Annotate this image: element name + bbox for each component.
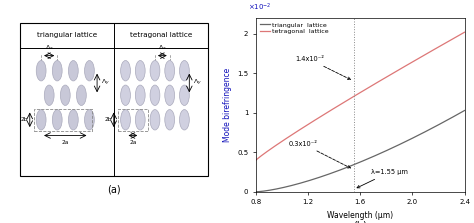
Text: 2b: 2b: [104, 117, 111, 122]
Ellipse shape: [84, 109, 94, 130]
Text: $\times10^{-2}$: $\times10^{-2}$: [247, 1, 271, 13]
Ellipse shape: [150, 85, 160, 105]
Ellipse shape: [52, 109, 62, 130]
Ellipse shape: [68, 109, 78, 130]
tetragonal  lattice: [384, 75, 390, 78]
triangular  lattice: [321, 174, 327, 177]
Ellipse shape: [120, 85, 130, 105]
Ellipse shape: [76, 85, 86, 105]
Text: 2a: 2a: [62, 140, 69, 145]
Text: λ=1.55 μm: λ=1.55 μm: [357, 169, 408, 188]
Ellipse shape: [180, 60, 189, 81]
Text: (a): (a): [107, 184, 120, 194]
Text: $\Lambda_x$: $\Lambda_x$: [158, 43, 167, 52]
Text: (b): (b): [353, 220, 367, 223]
Bar: [19, 23, 208, 176]
Text: 2b: 2b: [20, 117, 27, 122]
Text: $\Lambda_x$: $\Lambda_x$: [45, 43, 54, 52]
tetragonal  lattice: [278, 140, 284, 143]
Bar: [118, 109, 147, 131]
tetragonal  lattice: [462, 31, 467, 34]
Text: triangular lattice: triangular lattice: [36, 32, 97, 38]
tetragonal  lattice: [404, 64, 410, 67]
triangular  lattice: [405, 139, 410, 142]
Ellipse shape: [180, 85, 189, 105]
triangular  lattice: [336, 169, 341, 172]
Ellipse shape: [60, 85, 70, 105]
triangular  lattice: [462, 109, 467, 112]
Text: tetragonal lattice: tetragonal lattice: [130, 32, 192, 38]
Ellipse shape: [136, 109, 145, 130]
tetragonal  lattice: [253, 159, 259, 161]
tetragonal  lattice: [321, 113, 327, 116]
Ellipse shape: [165, 109, 174, 130]
Text: 1.4x10⁻²: 1.4x10⁻²: [295, 56, 350, 79]
tetragonal  lattice: [336, 104, 341, 107]
Ellipse shape: [120, 60, 130, 81]
Ellipse shape: [44, 85, 54, 105]
triangular  lattice: [384, 149, 390, 152]
Ellipse shape: [165, 60, 174, 81]
Ellipse shape: [180, 109, 189, 130]
Ellipse shape: [165, 85, 174, 105]
Legend: triangular  lattice, tetragonal  lattice: triangular lattice, tetragonal lattice: [259, 21, 330, 35]
Ellipse shape: [68, 60, 78, 81]
Ellipse shape: [136, 85, 145, 105]
triangular  lattice: [278, 187, 284, 189]
Ellipse shape: [150, 109, 160, 130]
Ellipse shape: [150, 60, 160, 81]
Ellipse shape: [52, 60, 62, 81]
Line: triangular  lattice: triangular lattice: [256, 111, 465, 192]
Ellipse shape: [36, 60, 46, 81]
Y-axis label: Mode birefringence: Mode birefringence: [223, 68, 232, 142]
Text: 0.3x10⁻²: 0.3x10⁻²: [289, 141, 350, 168]
Ellipse shape: [120, 109, 130, 130]
Line: tetragonal  lattice: tetragonal lattice: [256, 32, 465, 160]
triangular  lattice: [404, 140, 410, 142]
Text: $\Lambda_y$: $\Lambda_y$: [193, 78, 202, 88]
Text: 2a: 2a: [129, 140, 137, 145]
Ellipse shape: [136, 60, 145, 81]
Ellipse shape: [84, 60, 94, 81]
triangular  lattice: [253, 190, 259, 193]
tetragonal  lattice: [405, 63, 410, 66]
X-axis label: Wavelength (μm): Wavelength (μm): [327, 211, 393, 220]
Ellipse shape: [36, 109, 46, 130]
Text: $\Lambda_y$: $\Lambda_y$: [101, 78, 110, 88]
Bar: [34, 109, 92, 131]
